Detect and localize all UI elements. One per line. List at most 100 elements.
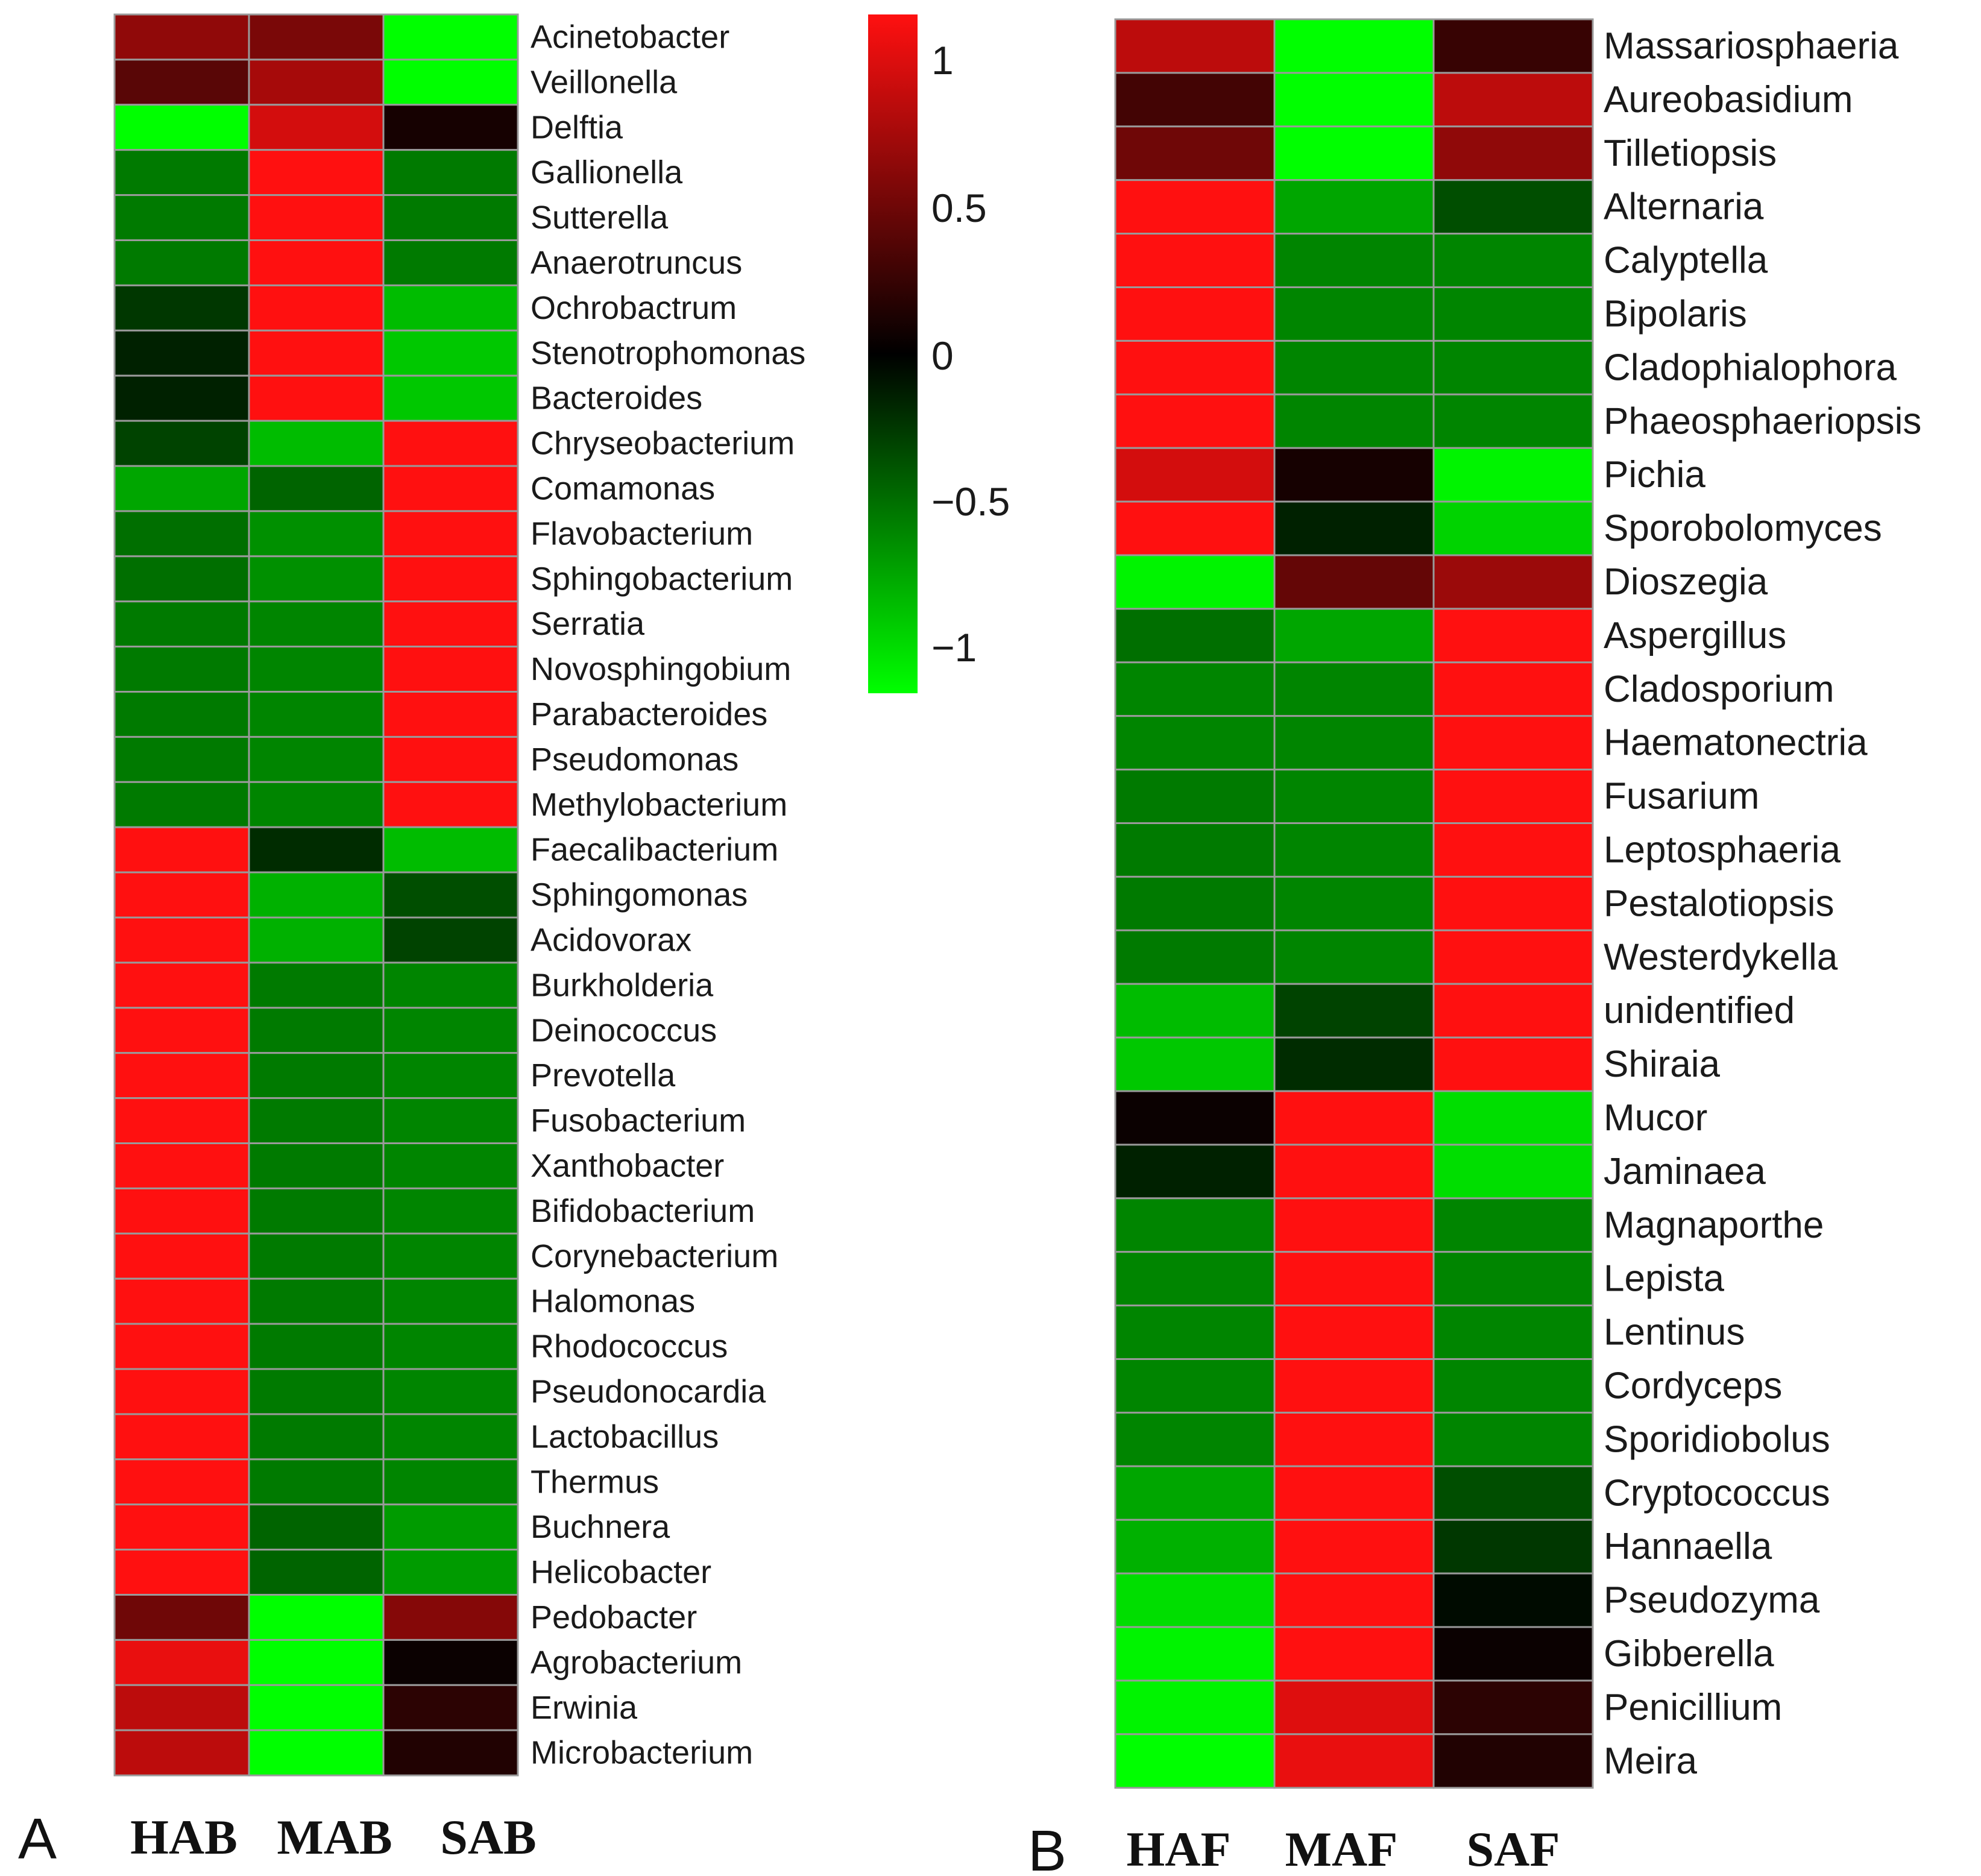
heatmap-cell (1273, 1090, 1435, 1146)
row-label: Chryseobacterium (531, 426, 795, 462)
color-scale-tick-label: −1 (931, 625, 977, 670)
column-label: HAB (130, 1810, 238, 1865)
heatmap-cell (248, 1684, 385, 1731)
heatmap-cell (1432, 1144, 1594, 1200)
heatmap-cell (1114, 1465, 1276, 1521)
row-label: Sporidiobolus (1604, 1418, 1830, 1460)
heatmap-cell (1273, 554, 1435, 610)
heatmap-cell (382, 600, 519, 648)
heatmap-cell (1432, 72, 1594, 128)
heatmap-cell (248, 1413, 385, 1461)
heatmap-cell (1432, 661, 1594, 717)
heatmap-cell (1432, 286, 1594, 342)
heatmap-cell (113, 735, 250, 783)
heatmap-cell (248, 420, 385, 467)
row-label: Prevotella (531, 1057, 676, 1094)
row-label: Tilletiopsis (1604, 133, 1777, 174)
heatmap-cell (248, 149, 385, 197)
heatmap-cell (113, 1277, 250, 1325)
heatmap-cell (113, 465, 250, 512)
row-label: Acinetobacter (531, 19, 729, 55)
row-label: unidentified (1604, 990, 1795, 1031)
heatmap-panel-a: Acinetobacter Veillonella Delftia Gallionel… (18, 13, 805, 1871)
row-label: Jaminaea (1604, 1151, 1766, 1192)
heatmap-cell (113, 329, 250, 377)
heatmap-cell (1114, 769, 1276, 824)
row-label: Penicillium (1604, 1687, 1782, 1728)
heatmap-cell (113, 1097, 250, 1144)
heatmap-cell (248, 1594, 385, 1641)
heatmap-cell (1273, 1197, 1435, 1253)
heatmap-cell (248, 1323, 385, 1370)
heatmap-cell (1432, 1572, 1594, 1628)
heatmap-cell (248, 194, 385, 242)
heatmap-cell (382, 239, 519, 286)
row-label: Cladosporium (1604, 669, 1835, 710)
heatmap-cell (382, 555, 519, 603)
heatmap-cell (248, 735, 385, 783)
heatmap-cell (248, 826, 385, 873)
heatmap-cell (1114, 500, 1276, 556)
heatmap-cell (1273, 72, 1435, 128)
heatmap-cell (248, 1368, 385, 1415)
row-label: Buchnera (531, 1509, 670, 1545)
heatmap-cell (1432, 983, 1594, 1039)
heatmap-cell (1432, 447, 1594, 503)
heatmap-cell (248, 13, 385, 61)
heatmap-cell (248, 1638, 385, 1686)
heatmap-cell (382, 1684, 519, 1731)
heatmap-cell (1114, 554, 1276, 610)
heatmap-cell (113, 58, 250, 106)
row-label: Pseudomonas (531, 741, 739, 778)
heatmap-cell (382, 420, 519, 467)
heatmap-cell (1273, 447, 1435, 503)
heatmap-cell (113, 1684, 250, 1731)
heatmap-cell (382, 104, 519, 151)
heatmap-cell (248, 555, 385, 603)
heatmap-cell (1273, 1358, 1435, 1414)
row-label: Veillonella (531, 64, 678, 100)
heatmap-cell (113, 826, 250, 873)
heatmap-cell (113, 1368, 250, 1415)
heatmap-cell (113, 555, 250, 603)
column-label: SAF (1467, 1822, 1560, 1876)
heatmap-cell (382, 194, 519, 242)
color-scale-legend: 1 0.5 0 −0.5 −1 (868, 14, 1010, 693)
heatmap-cell (113, 1007, 250, 1054)
heatmap-cell (1273, 983, 1435, 1039)
heatmap-cell (382, 1097, 519, 1144)
heatmap-cell (1432, 339, 1594, 395)
row-label: Calyptella (1604, 240, 1768, 282)
row-label: Pestalotiopsis (1604, 883, 1835, 924)
heatmap-cell (1432, 393, 1594, 449)
heatmap-cell (1114, 1090, 1276, 1146)
heatmap-cell (1432, 875, 1594, 931)
row-label: Lentinus (1604, 1312, 1745, 1353)
heatmap-cell (1432, 1679, 1594, 1736)
heatmap-cell (1114, 286, 1276, 342)
heatmap-cell (382, 1413, 519, 1461)
heatmap-cell (382, 871, 519, 919)
heatmap-cell (382, 13, 519, 61)
row-label: Delftia (531, 109, 623, 145)
row-label: Sporobolomyces (1604, 508, 1882, 549)
heatmap-cell (382, 465, 519, 512)
heatmap-cell (1114, 1197, 1276, 1253)
heatmap-cell (1114, 1251, 1276, 1307)
row-label: Comamonas (531, 471, 715, 507)
heatmap-cell (113, 239, 250, 286)
heatmap-cell (1273, 125, 1435, 181)
heatmap-cell (1432, 608, 1594, 664)
heatmap-cell (382, 962, 519, 1009)
heatmap-cell (1273, 1679, 1435, 1736)
heatmap-cell (113, 510, 250, 558)
heatmap-cell (113, 691, 250, 738)
heatmap-cell (1273, 715, 1435, 771)
heatmap-cell (248, 1052, 385, 1100)
heatmap-cell (1432, 1197, 1594, 1253)
row-label: Sphingomonas (531, 877, 748, 913)
row-label: Pichia (1604, 454, 1705, 496)
heatmap-cell (1114, 822, 1276, 878)
row-label: Lactobacillus (531, 1418, 719, 1455)
row-label: Cladophialophora (1604, 347, 1897, 388)
